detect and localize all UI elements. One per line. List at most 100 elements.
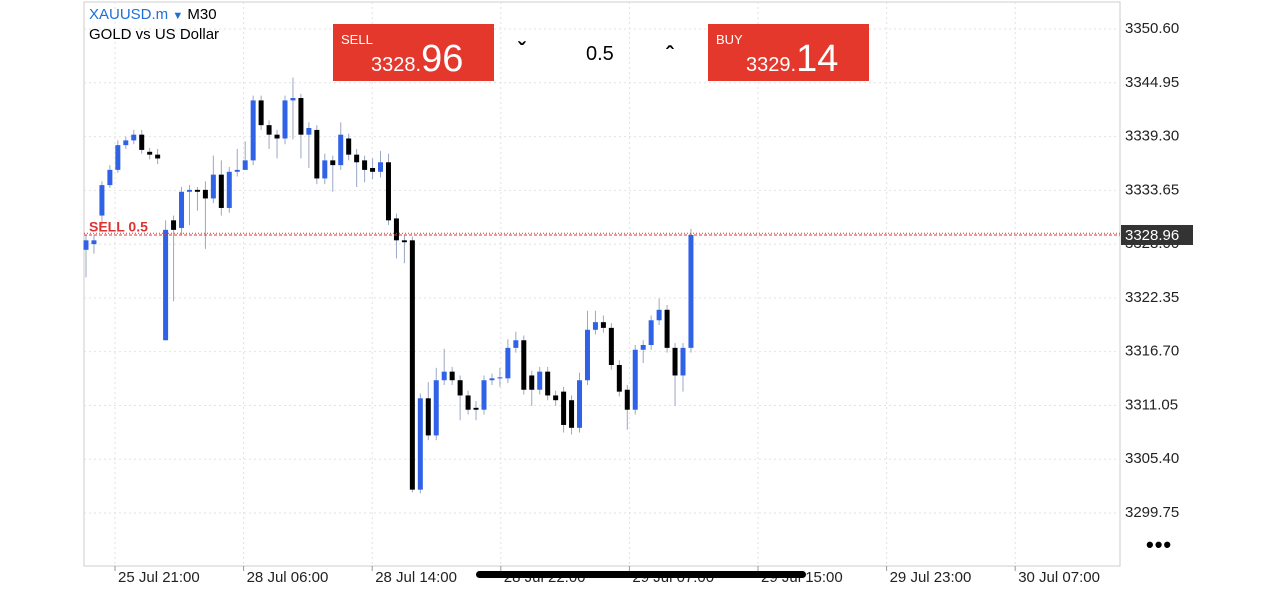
candle-body (163, 229, 169, 341)
candle-body (131, 134, 137, 141)
candle-body (584, 329, 590, 381)
buy-price-small: 3329. (746, 54, 797, 76)
volume-down[interactable]: ˇ (518, 38, 526, 63)
price-label-bg (1121, 224, 1193, 245)
y-tick-label: 3316.70 (1125, 343, 1179, 360)
candle-body (179, 191, 185, 228)
candle-body (234, 169, 240, 172)
candle-body (155, 154, 161, 159)
volume[interactable]: 0.5 (586, 43, 614, 65)
candle-body (664, 309, 670, 348)
candle-body (393, 218, 399, 241)
candle-body (656, 309, 662, 321)
candle-body (521, 340, 527, 390)
buy-label: BUY (716, 32, 743, 47)
description: GOLD vs US Dollar (89, 26, 220, 43)
candle-body (362, 160, 368, 170)
candle-body (616, 364, 622, 392)
timeframe[interactable]: M30 (187, 6, 217, 23)
candle-body (441, 371, 447, 381)
candle-body (569, 400, 575, 428)
candle-body (465, 395, 471, 410)
candle-body (680, 347, 686, 376)
sell-label: SELL (341, 32, 373, 47)
candle-body (409, 240, 415, 490)
candle-body (242, 160, 248, 170)
candle-body (545, 371, 551, 396)
sell-price-big: 96 (421, 38, 464, 80)
candle-body (505, 347, 511, 379)
candle-body (314, 129, 320, 179)
buy-price-big: 14 (796, 38, 839, 80)
candle-body (688, 234, 694, 348)
candle-body (497, 377, 503, 379)
candle-body (561, 391, 567, 425)
x-tick-label: 25 Jul 21:00 (118, 569, 200, 586)
y-tick-label: 3333.65 (1125, 181, 1179, 198)
candle-body (83, 240, 89, 250)
candle-body (306, 128, 312, 135)
candle-body (489, 378, 495, 381)
candle-body (298, 98, 304, 135)
candle-body (624, 389, 630, 410)
candle-body (354, 154, 360, 163)
candle-body (672, 347, 678, 376)
candle-body (171, 220, 177, 230)
y-tick-label: 3311.05 (1125, 396, 1178, 413)
dropdown-arrow[interactable]: ▼ (172, 10, 184, 22)
candle-body (449, 371, 455, 381)
candle-body (608, 327, 614, 365)
candle-body (600, 322, 606, 328)
candle-body (346, 138, 352, 155)
y-tick-label: 3339.30 (1125, 128, 1179, 145)
candle-body (513, 340, 519, 348)
candle-body (481, 380, 487, 410)
sell-price-small: 3328. (371, 54, 422, 76)
candle-body (553, 395, 559, 401)
plot-frame (83, 1, 1121, 567)
candle-body (91, 240, 97, 245)
more-menu[interactable]: ••• (1146, 532, 1173, 557)
candle-body (99, 185, 105, 216)
symbol[interactable]: XAUUSD.m (89, 6, 169, 23)
candle-body (632, 349, 638, 410)
candle-body (322, 160, 328, 179)
current-price-label: 3328.96 (1125, 227, 1179, 244)
y-tick-label: 3305.40 (1125, 450, 1179, 467)
candle-body (115, 145, 121, 170)
candle-body (290, 98, 296, 101)
y-tick-label: 3322.35 (1125, 289, 1179, 306)
candle-body (123, 140, 129, 146)
candle-body (226, 171, 232, 208)
scroll-bar[interactable] (476, 571, 806, 578)
candle-body (218, 174, 224, 208)
candle-body (139, 134, 145, 150)
x-tick-label: 29 Jul 23:00 (890, 569, 972, 586)
candle-body (186, 189, 192, 192)
candle-body (378, 162, 384, 172)
buy-button[interactable]: BUY 3329.14 (708, 24, 869, 81)
symbol-header[interactable]: XAUUSD.m ▼ M30 (89, 6, 217, 23)
y-tick-label: 3299.75 (1125, 504, 1179, 521)
candle-body (210, 174, 216, 199)
candle-body (640, 345, 646, 350)
candle-body (473, 407, 479, 410)
candle-body (338, 134, 344, 166)
candle-body (330, 160, 336, 166)
candle-body (194, 189, 200, 192)
x-tick-label: 30 Jul 07:00 (1018, 569, 1100, 586)
y-tick-label: 3344.95 (1125, 74, 1179, 91)
candle-body (266, 125, 272, 135)
candle-body (250, 100, 256, 161)
y-tick-label: 3350.60 (1125, 20, 1179, 37)
candle-body (417, 398, 423, 490)
candle-body (370, 167, 376, 172)
candle-body (457, 380, 463, 396)
candle-body (537, 371, 543, 390)
volume-up[interactable]: ˆ (666, 42, 674, 67)
candle-body (274, 134, 280, 139)
sell-button[interactable]: SELL 3328.96 (333, 24, 494, 81)
candle-body (385, 162, 391, 221)
candle-body (592, 322, 598, 330)
candle-body (433, 380, 439, 436)
